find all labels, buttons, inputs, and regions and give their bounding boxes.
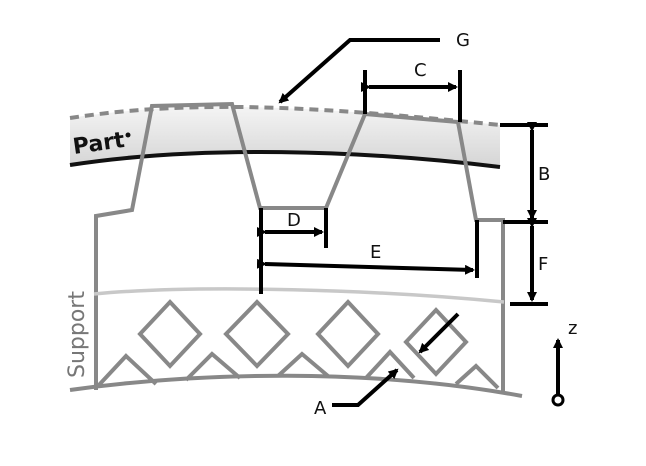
lattice-triangle-1	[96, 353, 158, 388]
label-b: B	[538, 164, 550, 185]
label-c: C	[414, 60, 427, 81]
label-e: E	[370, 242, 381, 263]
lattice-triangle-3	[276, 351, 330, 378]
lattice-diamond-4	[403, 307, 469, 377]
leader-a	[332, 368, 399, 407]
leader-g	[278, 38, 440, 104]
label-support: Support	[65, 291, 90, 378]
part-dot	[125, 132, 131, 138]
lattice-diamond-1	[137, 299, 203, 369]
label-a: A	[314, 398, 327, 419]
lattice-diamond-2	[223, 299, 291, 369]
part-region	[70, 106, 500, 165]
part-bottom-edge	[69, 150, 501, 169]
lattice-pointer-arrow	[418, 312, 460, 354]
label-g: G	[456, 30, 470, 51]
lattice-triangle-5	[454, 363, 500, 390]
lattice-triangle-2	[184, 351, 242, 382]
lattice-diamond-3	[315, 299, 381, 369]
support-left-wall	[94, 101, 505, 392]
dimension-b-f	[500, 122, 548, 306]
z-axis-indicator	[551, 338, 565, 407]
build-plate-line	[69, 373, 523, 398]
label-d: D	[287, 210, 301, 231]
support-structure	[69, 101, 523, 398]
lattice-triangle-4	[364, 349, 416, 380]
dimension-e	[256, 258, 475, 275]
interface-line	[93, 287, 505, 304]
label-f: F	[538, 254, 548, 275]
label-z: z	[568, 318, 577, 339]
